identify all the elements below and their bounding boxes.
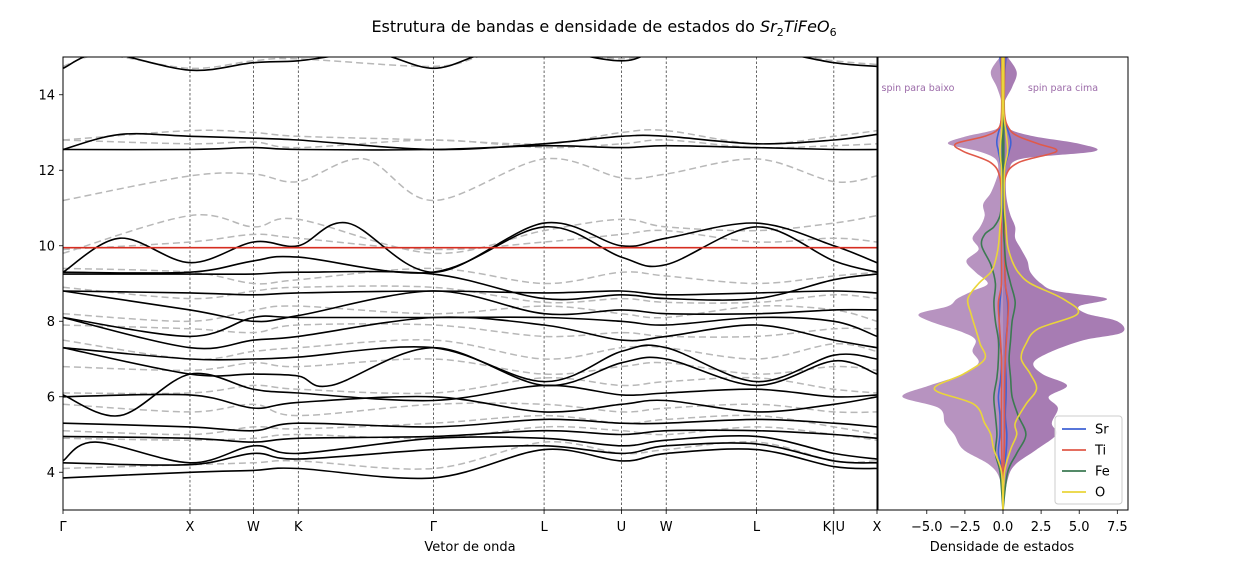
kpoint-label: L — [753, 520, 761, 535]
band-x-axis-label: Vetor de onda — [424, 540, 515, 555]
band-solid — [63, 418, 877, 432]
dos-x-tick-label: 2.5 — [1031, 520, 1052, 535]
band-solid — [63, 226, 877, 274]
band-dashed — [63, 376, 877, 395]
band-solid — [63, 442, 877, 466]
title-text: Estrutura de bandas e densidade de estad… — [371, 17, 760, 36]
dos-total-spin-down — [902, 57, 1003, 510]
formula-part: Sr — [760, 17, 778, 36]
band-dashed — [63, 441, 877, 470]
band-y-axis: 4 6 8 10 12 14 — [38, 88, 63, 481]
y-tick-label: 4 — [47, 466, 55, 481]
y-tick-label: 6 — [47, 390, 55, 405]
band-dashed — [63, 214, 877, 255]
band-solid — [63, 270, 877, 301]
dos-x-axis: −5.0 −2.5 0.0 2.5 5.0 7.5 — [911, 510, 1128, 535]
kpoint-label: W — [660, 520, 673, 535]
band-dashed — [63, 402, 877, 417]
band-solid — [63, 290, 877, 323]
band-dashed — [63, 139, 877, 149]
legend-label: Ti — [1094, 444, 1106, 459]
band-plot-frame — [62, 56, 878, 511]
legend-label: O — [1095, 486, 1105, 501]
dos-projected-lines — [933, 57, 1080, 510]
band-solid — [63, 344, 877, 383]
spin-up-label: spin para cima — [1028, 83, 1098, 94]
band-curves — [63, 57, 877, 480]
band-dashed — [63, 358, 877, 375]
kpoint-label: X — [186, 520, 195, 535]
band-x-axis: Γ X W K Γ L U W L K|U X — [59, 510, 882, 535]
legend-label: Sr — [1095, 423, 1109, 438]
band-solid — [63, 448, 877, 480]
kpoint-label: Γ — [430, 520, 438, 535]
band-solid — [63, 57, 877, 72]
band-dashed — [63, 229, 877, 251]
band-dashed — [63, 339, 877, 361]
dos-x-tick-label: 5.0 — [1069, 520, 1090, 535]
band-solid — [63, 393, 877, 413]
band-solid — [63, 316, 877, 350]
band-solid — [63, 429, 877, 443]
dos-total-fill — [902, 57, 1125, 510]
dos-x-tick-label: 0.0 — [993, 520, 1014, 535]
band-structure-panel: 4 6 8 10 12 14 Γ X W K Γ L U W L K|U X Vetor de onda — [38, 56, 882, 555]
kpoint-label: K|U — [823, 520, 845, 535]
formula-subscript: 2 — [777, 26, 784, 39]
legend-box — [1054, 415, 1123, 505]
band-dashed — [63, 157, 877, 202]
y-tick-label: 12 — [38, 164, 55, 179]
band-solid — [63, 132, 877, 151]
figure-title: Estrutura de bandas e densidade de estad… — [371, 17, 836, 39]
kpoint-label: Γ — [59, 520, 67, 535]
formula-part: TiFeO — [784, 17, 830, 36]
kpoint-label: W — [247, 520, 260, 535]
dos-o-spin-down — [933, 57, 1004, 510]
band-solid — [63, 372, 877, 417]
band-solid — [63, 434, 877, 464]
dos-x-tick-label: 7.5 — [1107, 520, 1128, 535]
band-dashed — [63, 285, 877, 304]
kpoint-label: K — [294, 520, 303, 535]
band-dashed — [63, 323, 877, 338]
dos-x-tick-label: −5.0 — [911, 520, 943, 535]
dos-sr-spin-down — [995, 57, 1004, 510]
spin-down-label: spin para baixo — [882, 83, 955, 94]
dos-o-spin-up — [1002, 57, 1080, 510]
band-dashed — [63, 414, 877, 436]
dos-total-spin-up — [1003, 57, 1125, 510]
dos-x-axis-label: Densidade de estados — [930, 540, 1075, 555]
y-tick-label: 8 — [47, 315, 55, 330]
band-solid — [63, 315, 877, 338]
band-dashed — [63, 267, 877, 285]
kpoint-label: U — [617, 520, 627, 535]
kpoint-label: L — [540, 520, 548, 535]
y-tick-label: 14 — [38, 88, 55, 103]
dos-legend: Sr Ti Fe O — [1054, 415, 1123, 505]
dos-x-tick-label: −2.5 — [949, 520, 981, 535]
legend-label: Fe — [1095, 465, 1110, 480]
dos-panel: −5.0 −2.5 0.0 2.5 5.0 7.5 spin para baixo spi… — [877, 56, 1129, 555]
y-tick-label: 10 — [38, 239, 55, 254]
kpoint-label: X — [873, 520, 882, 535]
band-solid — [63, 290, 877, 296]
formula-subscript: 6 — [830, 26, 837, 39]
